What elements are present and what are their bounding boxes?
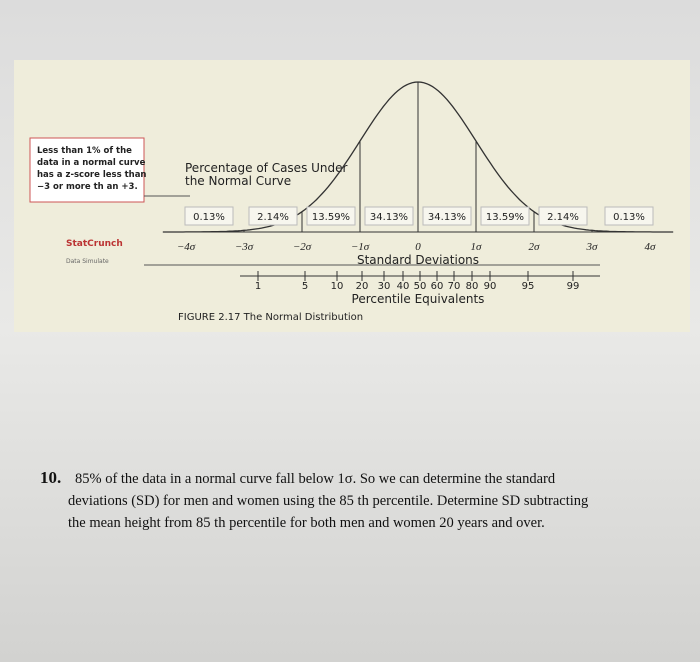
question-line: the mean height from 85 th percentile fo… [68, 515, 545, 531]
sigma-label: 3σ [586, 241, 599, 253]
question: 10. 85% of the data in a normal curve fa… [40, 468, 588, 531]
percent-box [422, 206, 472, 226]
percent-label: 2.14% [257, 212, 289, 223]
sigma-label: 4σ [645, 241, 657, 253]
percentile-label: 20 [356, 281, 369, 292]
callout-line: −3 or more th an +3. [37, 182, 138, 192]
percentile-label: 80 [466, 281, 479, 292]
percent-box [604, 206, 654, 226]
percent-label: 0.13% [193, 212, 225, 223]
percentile-label: 40 [397, 281, 410, 292]
percent-label: 0.13% [613, 212, 645, 223]
callout-line: Less than 1% of the [37, 146, 132, 156]
percentile-label: 99 [567, 281, 580, 292]
percentile-label: 10 [331, 281, 344, 292]
percentile-label: 5 [302, 281, 308, 292]
question-line: deviations (SD) for men and women using … [68, 493, 588, 509]
sigma-label: 1σ [471, 241, 483, 253]
percentile-label: 60 [431, 281, 444, 292]
callout-box [29, 137, 145, 203]
percentile-label: 50 [414, 281, 427, 292]
percentile-label: 90 [484, 281, 497, 292]
sigma-label: 2σ [529, 241, 541, 253]
percent-label: 13.59% [486, 212, 524, 223]
sigma-title: Standard Deviations [357, 253, 479, 267]
percentile-label: 1 [255, 281, 261, 292]
percent-box [364, 206, 414, 226]
percent-box [184, 206, 234, 226]
percent-label: 34.13% [370, 212, 408, 223]
percent-box [480, 206, 530, 226]
percent-box [538, 206, 588, 226]
percent-label: 34.13% [428, 212, 466, 223]
percent-box [306, 206, 356, 226]
sigma-label: −4σ [177, 241, 196, 253]
percentile-title: Percentile Equivalents [352, 292, 485, 306]
question-line: 85% of the data in a normal curve fall b… [75, 471, 556, 487]
caption: FIGURE 2.17 The Normal Distribution [178, 312, 363, 323]
sigma-label: 0 [415, 241, 421, 253]
percent-label: 13.59% [312, 212, 350, 223]
logo-sub: Data Simulate [66, 258, 109, 265]
callout-line: has a z-score less than [37, 170, 147, 180]
sigma-label: −1σ [351, 241, 370, 253]
percent-box [248, 206, 298, 226]
percentile-label: 95 [522, 281, 535, 292]
question-number: 10. [40, 468, 61, 487]
heading: the Normal Curve [185, 174, 291, 188]
figure: Percentage of Cases Under the Normal Cur… [29, 81, 674, 323]
percentile-label: 70 [448, 281, 461, 292]
callout-line: data in a normal curve [37, 158, 146, 168]
heading: Percentage of Cases Under [185, 161, 348, 175]
percentile-label: 30 [378, 281, 391, 292]
percent-label: 2.14% [547, 212, 579, 223]
sigma-label: −2σ [293, 241, 312, 253]
sigma-label: −3σ [235, 241, 254, 253]
logo: StatCrunch [66, 239, 123, 249]
